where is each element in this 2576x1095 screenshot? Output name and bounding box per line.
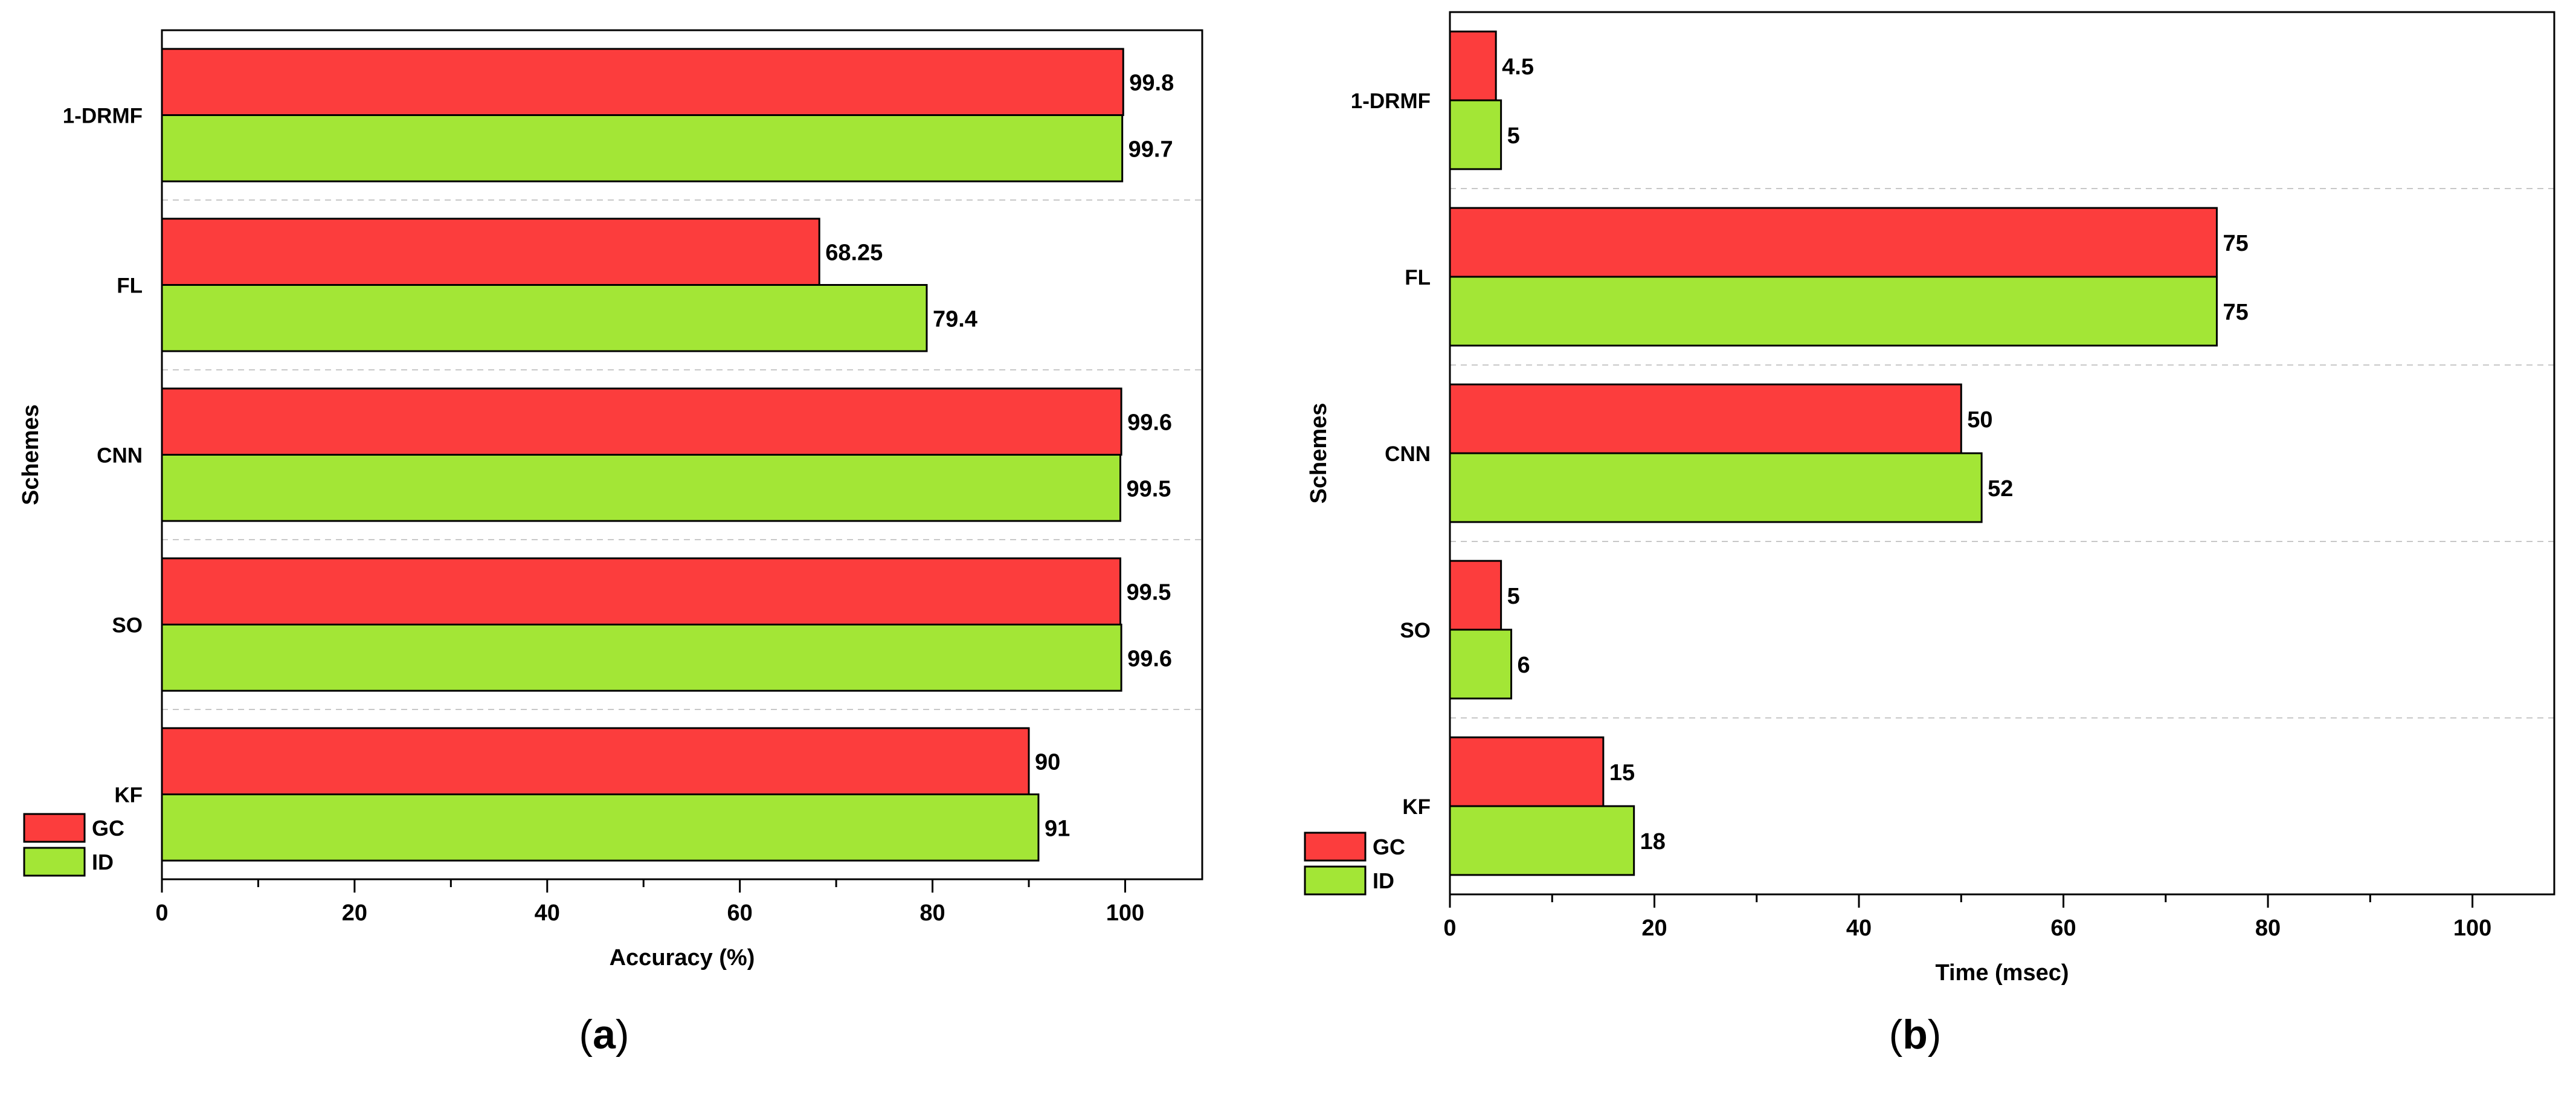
panel-a-bar-gc [161, 48, 1124, 116]
panel-a-bar-gc [161, 557, 1121, 625]
panel-a-bar-id [161, 114, 1124, 182]
panel-b-bar-value-label: 15 [1609, 760, 1635, 786]
panel-b-x-axis-label: Time (msec) [1935, 960, 2069, 986]
panel-b-bar-id [1449, 628, 1513, 700]
panel-a-x-tick-label: 100 [1106, 900, 1144, 926]
panel-a-bar-value-label: 99.8 [1129, 71, 1174, 96]
panel-b-category-label: KF [1402, 795, 1431, 819]
panel-b-x-tick-label: 0 [1443, 916, 1456, 941]
panel-a-bar-gc [161, 727, 1030, 796]
panel-b-category-label: CNN [1385, 442, 1431, 466]
panel-b-bar-value-label: 5 [1507, 584, 1520, 609]
panel-a-bar-value-label: 99.5 [1126, 580, 1171, 606]
panel-b-x-tick-label: 60 [2050, 916, 2076, 941]
panel-b-legend-swatch-id [1304, 865, 1367, 896]
panel-b-bar-id [1449, 805, 1635, 876]
panel-a-x-tick-label: 80 [919, 900, 945, 926]
panel-b-legend-label: GC [1373, 835, 1405, 859]
panel-b-bar-gc [1449, 736, 1605, 807]
panel-b-x-tick-label: 40 [1846, 916, 1872, 941]
panel-a-y-axis-label: Schemes [18, 404, 43, 505]
panel-a-caption: (a) [579, 1012, 629, 1058]
panel-b-legend-swatch-gc [1304, 832, 1367, 862]
panel-a-bar-id [161, 284, 928, 352]
panel-b-caption-letter: b [1902, 1012, 1928, 1058]
panel-b-y-axis-label: Schemes [1306, 403, 1331, 504]
panel-a-bar-value-label: 99.5 [1126, 476, 1171, 502]
panel-a-legend-label: GC [92, 816, 124, 841]
panel-b-bar-value-label: 5 [1507, 123, 1520, 149]
panel-a-bar-id [161, 454, 1121, 522]
panel-b-legend-label: ID [1373, 868, 1394, 893]
panel-a-x-axis-label: Accuracy (%) [610, 945, 755, 971]
panel-a-bar-value-label: 79.4 [933, 306, 977, 332]
panel-b-bar-gc [1449, 383, 1962, 454]
panel-b-bar-value-label: 6 [1518, 653, 1530, 678]
panel-b-bar-value-label: 75 [2223, 300, 2248, 325]
panel-a-bar-gc [161, 218, 820, 286]
panel-a-category-label: FL [117, 274, 143, 298]
panel-a-category-label: 1-DRMF [63, 105, 143, 128]
panel-a-bar-value-label: 90 [1035, 750, 1060, 775]
panel-b-bar-id [1449, 99, 1502, 170]
panel-a-bar-value-label: 99.7 [1129, 137, 1173, 162]
panel-b-bar-value-label: 52 [1988, 476, 2013, 502]
panel-b-category-label: SO [1400, 619, 1431, 642]
panel-b-x-tick-label: 80 [2255, 916, 2281, 941]
panel-b-bar-gc [1449, 560, 1502, 631]
panel-a-bar-id [161, 624, 1122, 692]
panel-b-bar-id [1449, 276, 2218, 347]
panel-b-caption: (b) [1889, 1012, 1942, 1058]
panel-a-category-label: SO [112, 614, 143, 638]
panel-b-bar-id [1449, 452, 1983, 523]
panel-a-legend-swatch-gc [23, 813, 86, 843]
panel-b-bar-value-label: 18 [1640, 829, 1666, 854]
panel-b-category-label: FL [1405, 266, 1431, 289]
panel-a-x-tick-label: 40 [535, 900, 560, 926]
panel-b-category-label: 1-DRMF [1351, 89, 1431, 113]
panel-a-category-label: KF [114, 784, 143, 807]
panel-b-bar-gc [1449, 30, 1497, 102]
panel-a-category-label: CNN [97, 444, 143, 468]
panel-b-x-tick-label: 20 [1641, 916, 1667, 941]
panel-b-bar-value-label: 4.5 [1502, 54, 1534, 80]
panel-a-bar-value-label: 91 [1045, 816, 1070, 841]
panel-b-bar-value-label: 50 [1967, 407, 1992, 433]
panel-a-x-tick-label: 60 [727, 900, 753, 926]
panel-a-legend-label: ID [92, 850, 114, 874]
panel-b-bar-gc [1449, 207, 2218, 278]
panel-b-bar-value-label: 75 [2223, 231, 2248, 256]
panel-a-bar-value-label: 99.6 [1127, 410, 1172, 436]
panel-a-caption-letter: a [593, 1012, 616, 1058]
panel-a-legend-swatch-id [23, 847, 86, 877]
panel-a-x-tick-label: 0 [155, 900, 168, 926]
panel-a-x-tick-label: 20 [342, 900, 367, 926]
panel-a-bar-gc [161, 387, 1122, 456]
panel-a-bar-value-label: 68.25 [825, 241, 883, 266]
panel-a-bar-id [161, 793, 1040, 862]
panel-b-x-tick-label: 100 [2453, 916, 2491, 941]
panel-a-bar-value-label: 99.6 [1127, 646, 1172, 671]
